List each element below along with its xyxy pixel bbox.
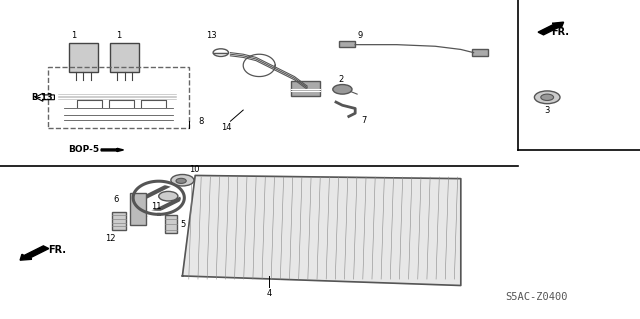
FancyArrow shape bbox=[538, 22, 564, 35]
Text: 14: 14 bbox=[221, 123, 231, 132]
Text: BOP-5: BOP-5 bbox=[68, 145, 99, 154]
Circle shape bbox=[534, 91, 560, 104]
Text: 11: 11 bbox=[152, 202, 162, 211]
Text: 7: 7 bbox=[362, 116, 367, 125]
FancyArrow shape bbox=[20, 246, 49, 260]
Text: 1: 1 bbox=[116, 31, 121, 40]
Bar bbox=[112, 212, 126, 230]
Text: 5: 5 bbox=[180, 220, 186, 229]
Circle shape bbox=[176, 178, 186, 183]
Text: 8: 8 bbox=[198, 117, 204, 126]
Bar bbox=[165, 215, 177, 233]
Bar bbox=[69, 43, 98, 72]
Bar bbox=[111, 43, 140, 72]
Text: 4: 4 bbox=[266, 289, 271, 298]
Text: FR.: FR. bbox=[49, 245, 67, 256]
Text: 13: 13 bbox=[206, 31, 216, 40]
Polygon shape bbox=[182, 175, 461, 286]
Text: 9: 9 bbox=[358, 31, 363, 40]
Text: 2: 2 bbox=[339, 75, 344, 84]
Circle shape bbox=[171, 174, 194, 186]
Bar bbox=[472, 49, 488, 56]
Bar bbox=[48, 67, 189, 128]
FancyArrow shape bbox=[101, 148, 124, 152]
Text: B-13: B-13 bbox=[31, 93, 52, 102]
Bar bbox=[291, 81, 320, 96]
Circle shape bbox=[541, 94, 554, 100]
Circle shape bbox=[333, 85, 352, 94]
FancyArrow shape bbox=[35, 93, 54, 101]
Text: 10: 10 bbox=[189, 165, 199, 174]
Text: 3: 3 bbox=[545, 106, 550, 115]
Circle shape bbox=[213, 49, 228, 56]
Bar bbox=[339, 41, 355, 47]
Text: S5AC-Z0400: S5AC-Z0400 bbox=[506, 292, 568, 302]
Bar bbox=[129, 193, 146, 225]
Text: FR.: FR. bbox=[551, 27, 569, 37]
Text: 6: 6 bbox=[113, 195, 118, 204]
Text: 1: 1 bbox=[71, 31, 76, 40]
Circle shape bbox=[159, 191, 178, 201]
Text: 12: 12 bbox=[105, 234, 115, 243]
